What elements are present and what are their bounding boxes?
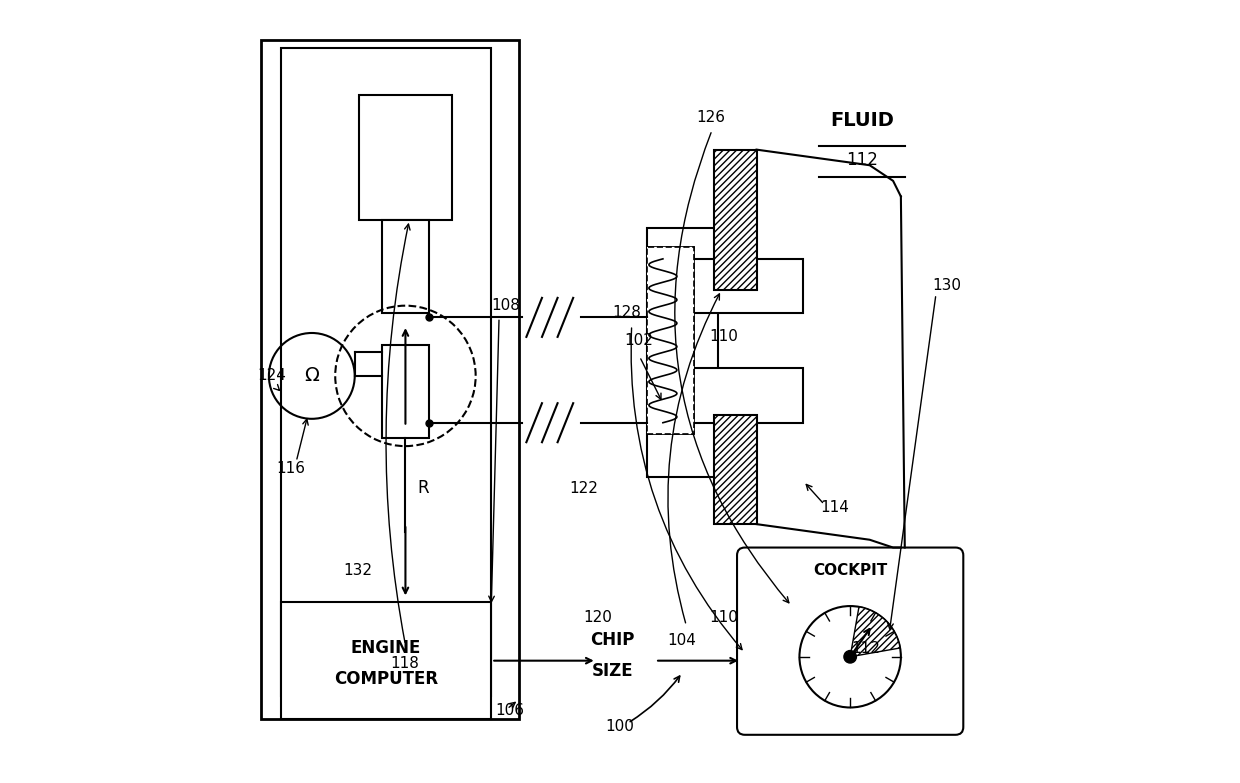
Text: COMPUTER: COMPUTER — [334, 670, 438, 688]
FancyBboxPatch shape — [382, 220, 429, 313]
Text: FLUID: FLUID — [830, 111, 894, 130]
Text: 132: 132 — [343, 563, 372, 578]
FancyBboxPatch shape — [647, 247, 694, 435]
Text: 110: 110 — [709, 329, 739, 344]
Text: 130: 130 — [932, 278, 961, 293]
Text: ENGINE: ENGINE — [351, 639, 422, 657]
Text: 102: 102 — [624, 333, 652, 348]
Text: 126: 126 — [697, 110, 725, 125]
Text: 100: 100 — [605, 719, 635, 734]
Bar — [647, 247, 694, 435]
FancyBboxPatch shape — [737, 547, 963, 734]
FancyBboxPatch shape — [358, 95, 453, 220]
Text: 114: 114 — [821, 500, 849, 515]
Text: 128: 128 — [613, 305, 641, 320]
Text: 108: 108 — [491, 298, 520, 312]
Text: CHIP: CHIP — [590, 631, 635, 649]
FancyBboxPatch shape — [382, 345, 429, 438]
Text: 116: 116 — [277, 461, 306, 476]
FancyBboxPatch shape — [655, 368, 804, 423]
Circle shape — [844, 651, 857, 663]
Circle shape — [800, 606, 901, 708]
Text: 118: 118 — [389, 656, 419, 672]
FancyBboxPatch shape — [647, 228, 718, 478]
FancyBboxPatch shape — [280, 602, 491, 720]
Bar — [714, 415, 756, 524]
Text: $\Omega$: $\Omega$ — [304, 366, 320, 385]
Bar — [714, 150, 756, 290]
Text: COCKPIT: COCKPIT — [813, 563, 888, 578]
Text: 112: 112 — [846, 151, 878, 169]
Text: 104: 104 — [667, 633, 696, 648]
Text: 112: 112 — [852, 640, 880, 656]
Text: 124: 124 — [257, 368, 286, 383]
Text: 120: 120 — [583, 610, 613, 625]
FancyBboxPatch shape — [262, 41, 518, 720]
Text: SIZE: SIZE — [591, 662, 632, 680]
Text: 110: 110 — [709, 610, 739, 625]
Wedge shape — [851, 607, 900, 657]
Text: R: R — [417, 479, 429, 497]
FancyBboxPatch shape — [280, 49, 491, 696]
Text: 106: 106 — [495, 703, 525, 718]
FancyBboxPatch shape — [655, 259, 804, 313]
Text: 122: 122 — [569, 481, 598, 496]
